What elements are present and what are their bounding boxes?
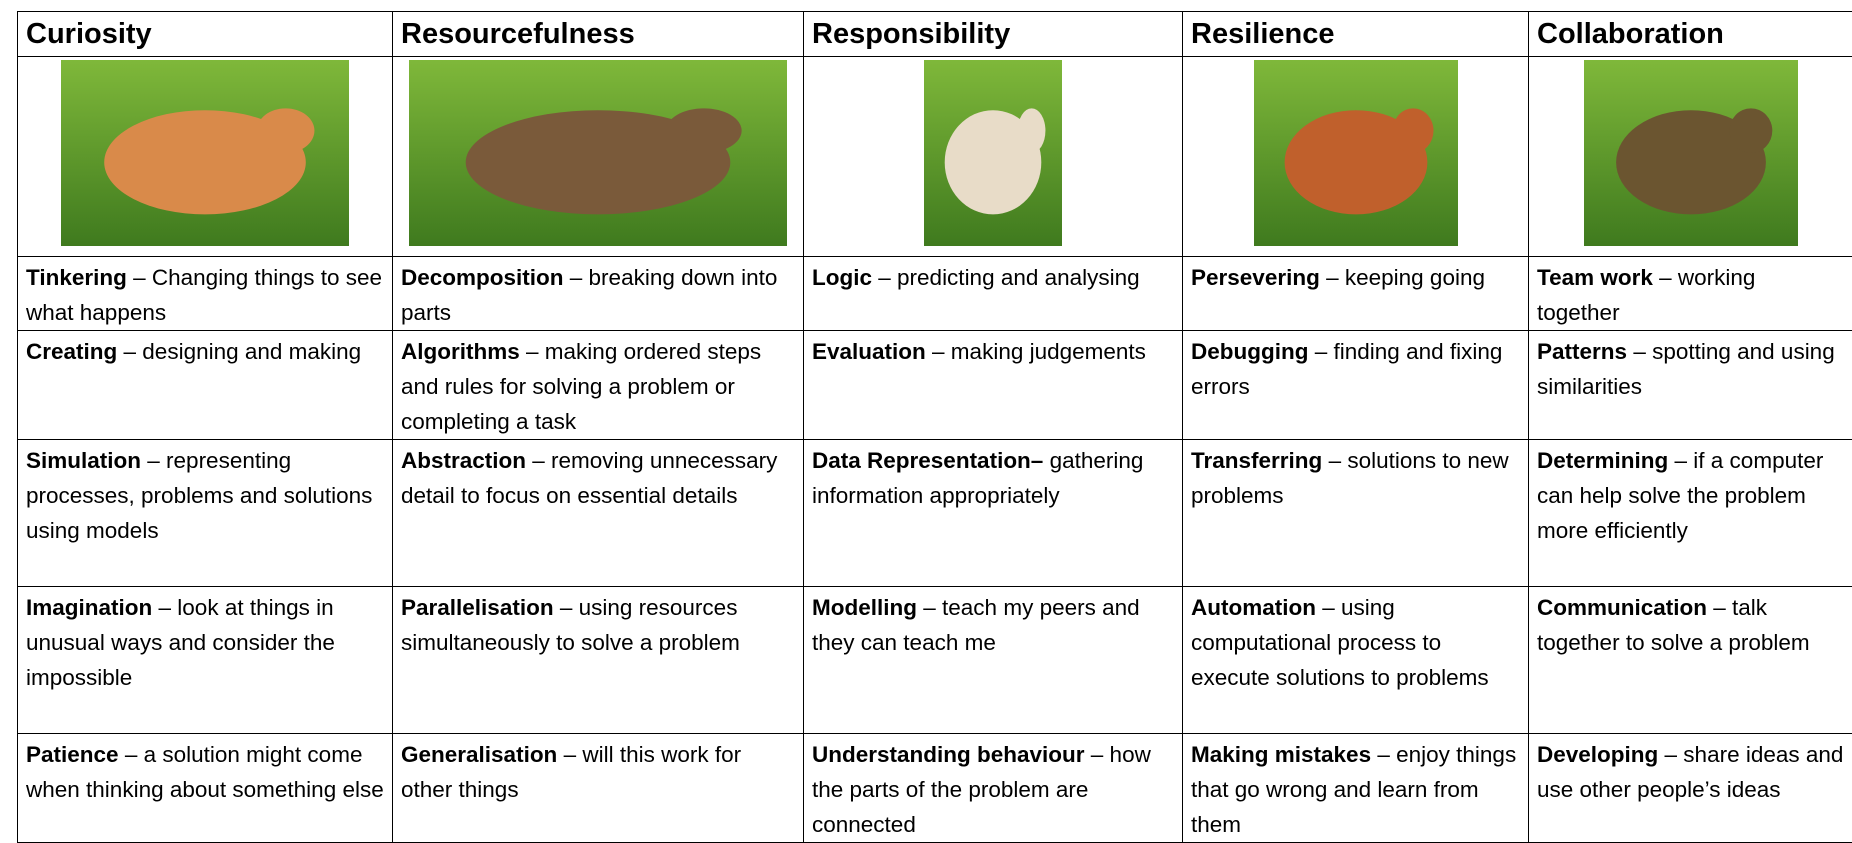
skill-cell: Logic – predicting and analysing [804,257,1183,331]
skill-term: Modelling [812,595,917,620]
skill-cell: Team work – working together [1529,257,1852,331]
skill-cell: Debugging – finding and fixing errors [1183,331,1529,440]
skill-cell: Imagination – look at things in unusual … [18,587,393,734]
skill-row: Simulation – representing processes, pro… [18,440,1852,587]
skill-term: Communication [1537,595,1707,620]
skill-term: Algorithms [401,339,520,364]
skill-term: Decomposition [401,265,564,290]
skill-term: Generalisation [401,742,557,767]
skill-cell: Modelling – teach my peers and they can … [804,587,1183,734]
skill-cell: Determining – if a computer can help sol… [1529,440,1852,587]
picture-cell [1183,57,1529,257]
skill-cell: Simulation – representing processes, pro… [18,440,393,587]
skill-cell: Persevering – keeping going [1183,257,1529,331]
skill-term: Imagination [26,595,152,620]
skill-row: Tinkering – Changing things to see what … [18,257,1852,331]
skill-term: Evaluation [812,339,926,364]
skill-term: Patterns [1537,339,1627,364]
skill-term: Simulation [26,448,141,473]
skill-cell: Generalisation – will this work for othe… [393,734,804,843]
skill-term: Team work [1537,265,1653,290]
skill-term: Persevering [1191,265,1320,290]
picture-cell [393,57,804,257]
skill-cell: Patterns – spotting and using similariti… [1529,331,1852,440]
header-cell: Curiosity [18,12,393,57]
skill-term: Automation [1191,595,1316,620]
skill-term: Logic [812,265,872,290]
skill-description: – keeping going [1326,265,1485,290]
animal-picture [1584,60,1798,246]
animal-picture [1254,60,1458,246]
skill-term: Creating [26,339,117,364]
skill-row: Imagination – look at things in unusual … [18,587,1852,734]
skill-cell: Tinkering – Changing things to see what … [18,257,393,331]
skill-cell: Evaluation – making judgements [804,331,1183,440]
skill-cell: Abstraction – removing unnecessary detai… [393,440,804,587]
picture-cell [18,57,393,257]
skill-cell: Data Representation– gathering informati… [804,440,1183,587]
skill-term: Tinkering [26,265,127,290]
skill-cell: Patience – a solution might come when th… [18,734,393,843]
skill-description: – making judgements [932,339,1146,364]
skill-cell: Developing – share ideas and use other p… [1529,734,1852,843]
skill-description: – predicting and analysing [878,265,1139,290]
header-cell: Resilience [1183,12,1529,57]
skill-cell: Decomposition – breaking down into parts [393,257,804,331]
skill-cell: Making mistakes – enjoy things that go w… [1183,734,1529,843]
picture-row [18,57,1852,257]
header-cell: Responsibility [804,12,1183,57]
picture-cell [1529,57,1852,257]
skill-row: Patience – a solution might come when th… [18,734,1852,843]
skill-cell: Parallelisation – using resources simult… [393,587,804,734]
header-cell: Collaboration [1529,12,1852,57]
animal-picture [924,60,1062,246]
skill-term: Determining [1537,448,1668,473]
skill-description: – designing and making [124,339,362,364]
header-cell: Resourcefulness [393,12,804,57]
skill-term: Making mistakes [1191,742,1371,767]
skill-term: Parallelisation [401,595,554,620]
picture-cell [804,57,1183,257]
skill-cell: Understanding behaviour – how the parts … [804,734,1183,843]
skill-term: Understanding behaviour [812,742,1085,767]
skill-term: Developing [1537,742,1658,767]
animal-picture [409,60,787,246]
skill-cell: Creating – designing and making [18,331,393,440]
skill-cell: Automation – using computational process… [1183,587,1529,734]
skill-term: Transferring [1191,448,1322,473]
skill-term: Patience [26,742,119,767]
skill-term: Data Representation– [812,448,1043,473]
animal-picture [61,60,349,246]
skill-cell: Algorithms – making ordered steps and ru… [393,331,804,440]
skill-term: Debugging [1191,339,1308,364]
skill-term: Abstraction [401,448,526,473]
skill-cell: Transferring – solutions to new problems [1183,440,1529,587]
skill-cell: Communication – talk together to solve a… [1529,587,1852,734]
